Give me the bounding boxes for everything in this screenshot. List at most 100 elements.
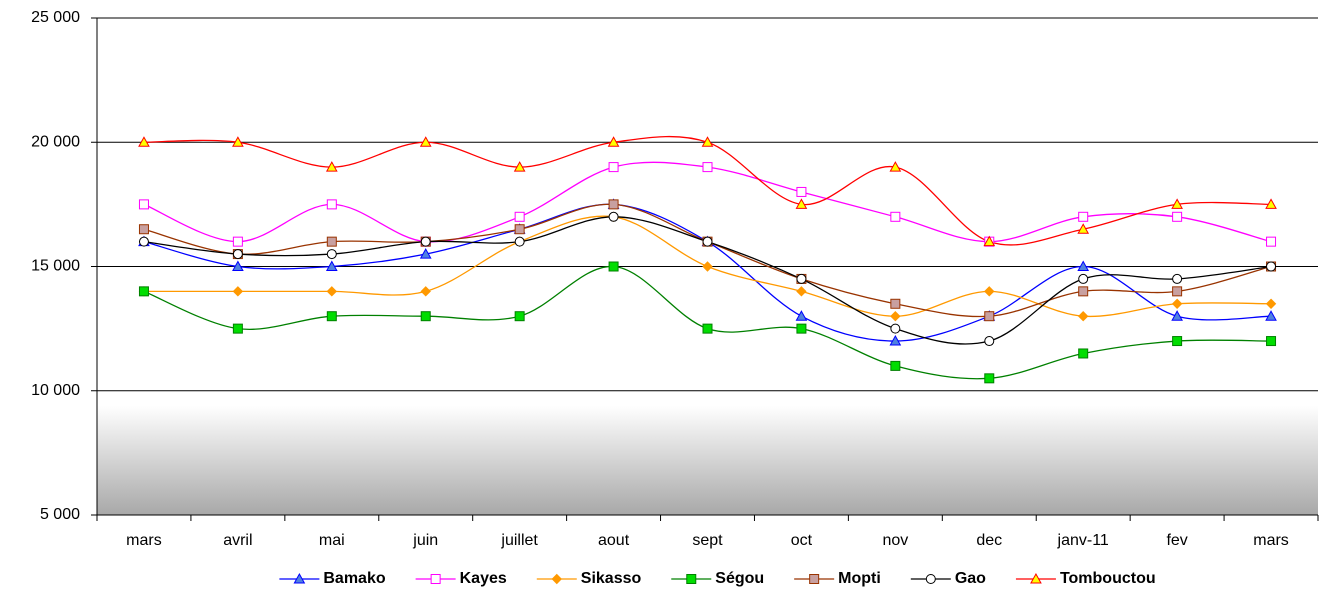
marker [551,573,562,585]
marker [795,310,808,321]
x-tick-label: aout [598,532,630,549]
marker [232,249,243,260]
x-tick-label: sept [692,532,723,549]
marker [1265,310,1277,321]
marker [925,574,936,584]
marker [890,323,901,334]
marker [1172,336,1183,347]
marker [1077,310,1089,322]
marker [138,199,149,210]
marker [420,311,431,322]
marker [889,335,902,346]
marker [1171,198,1183,209]
marker [1078,286,1089,297]
marker [1172,273,1183,284]
marker [326,199,337,210]
legend-label: Kayes [460,570,507,587]
marker [984,286,995,297]
marker [702,261,713,272]
legend-label: Gao [955,570,986,587]
y-tick-label: 15 000 [31,258,80,275]
x-tick-label: juillet [500,532,538,549]
marker [1078,211,1089,222]
marker [514,224,525,235]
marker [420,286,431,297]
marker [1077,223,1090,234]
marker [1077,260,1090,271]
marker [809,574,820,584]
marker [608,162,619,173]
marker [325,260,338,271]
marker [326,236,337,247]
marker [1266,336,1277,347]
marker [1171,298,1183,309]
marker [419,136,432,147]
marker [608,261,619,272]
marker [890,211,901,222]
marker [430,574,441,584]
legend-label: Ségou [715,570,764,587]
marker [293,572,306,584]
x-tick-label: oct [791,532,813,549]
marker [138,224,149,235]
marker [326,311,337,322]
marker [701,136,714,147]
marker [232,286,244,297]
x-tick-label: mars [1253,532,1289,549]
x-tick-label: juin [412,532,438,549]
x-tick-label: janv-11 [1057,532,1109,549]
marker [1265,198,1277,209]
marker [795,198,808,209]
marker [983,235,996,247]
marker [702,236,713,247]
x-tick-label: avril [223,532,252,549]
marker [1265,298,1277,309]
marker [608,211,619,222]
marker [138,236,149,247]
marker [513,161,526,172]
marker [1078,273,1089,284]
marker [1172,211,1183,222]
marker [232,323,243,334]
marker [702,323,713,334]
marker [138,136,150,147]
marker [325,161,338,172]
marker [608,199,619,210]
marker [514,311,525,322]
marker [702,162,713,173]
marker [420,236,431,247]
marker [890,360,901,371]
x-tick-label: mars [126,532,162,549]
marker [984,336,995,347]
x-tick-label: fev [1166,532,1187,549]
legend-label: Mopti [838,570,881,587]
marker [796,273,807,284]
y-tick-label: 5 000 [40,506,80,523]
marker [984,373,995,384]
marker [1078,348,1089,359]
marker [514,236,525,247]
marker [1266,261,1277,272]
marker [232,236,243,247]
marker [889,161,902,172]
marker [326,286,338,297]
marker [232,136,244,147]
y-tick-label: 25 000 [31,9,80,26]
y-tick-label: 20 000 [31,133,80,150]
marker [232,260,244,271]
marker [796,323,807,334]
marker [514,211,525,222]
legend-label: Tombouctou [1060,570,1156,587]
legend-label: Bamako [323,570,385,587]
marker [984,311,995,322]
marker [1030,572,1042,584]
marker [1172,286,1183,297]
marker [796,286,807,297]
x-tick-label: mai [319,532,345,549]
marker [1266,236,1277,247]
x-tick-label: dec [976,532,1002,549]
marker [138,286,149,297]
marker [419,248,432,259]
legend-label: Sikasso [581,570,642,587]
